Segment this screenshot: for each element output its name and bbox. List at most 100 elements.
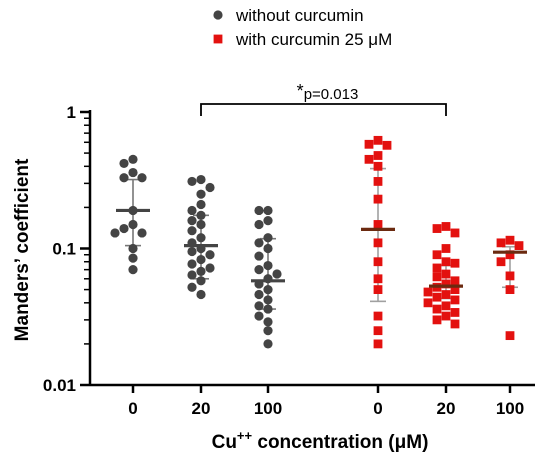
- data-point-circle: [272, 269, 282, 279]
- data-point-circle: [254, 238, 264, 248]
- data-point-circle: [254, 205, 264, 216]
- data-point-circle: [110, 228, 120, 238]
- data-point-circle: [205, 263, 215, 273]
- axes: 1 0.1 0.01 0 20 100 0 20 100: [43, 103, 535, 418]
- data-point-square: [441, 269, 451, 279]
- data-point-circle: [263, 304, 273, 314]
- data-point-square: [373, 151, 383, 160]
- data-point-square: [450, 319, 460, 329]
- data-point-square: [373, 285, 383, 294]
- median-lines: [116, 208, 527, 288]
- data-point-square: [382, 140, 392, 150]
- data-point-square: [373, 311, 383, 321]
- data-point-square: [423, 298, 433, 308]
- data-point-circle: [263, 339, 273, 349]
- data-point-circle: [128, 253, 138, 263]
- data-point-square: [432, 263, 442, 273]
- data-point-square: [505, 331, 515, 341]
- data-point-circle: [187, 282, 197, 292]
- data-point-square: [514, 241, 524, 251]
- data-point-circle: [128, 167, 138, 178]
- data-point-square: [373, 238, 383, 248]
- data-point-circle: [254, 301, 264, 311]
- x-axis-title-main: Cu: [212, 432, 237, 453]
- data-point-circle: [254, 311, 264, 321]
- y-tick-label: 0.01: [43, 376, 76, 395]
- data-point-square: [450, 258, 460, 268]
- data-point-circle: [119, 223, 129, 234]
- x-tick-label: 100: [254, 399, 282, 418]
- data-point-square: [423, 287, 433, 297]
- data-point-square: [505, 235, 515, 245]
- data-point-square: [432, 304, 442, 314]
- data-point-circle: [254, 251, 264, 261]
- y-tick-label: 0.1: [52, 240, 76, 259]
- data-point-circle: [119, 173, 129, 183]
- data-point-circle: [196, 189, 206, 199]
- data-point-circle: [263, 216, 273, 226]
- data-point-square: [441, 311, 451, 321]
- data-point-circle: [187, 176, 197, 187]
- data-point-circle: [263, 243, 273, 254]
- data-point-circle: [196, 199, 206, 210]
- data-point-circle: [187, 246, 197, 257]
- data-point-circle: [196, 276, 206, 286]
- data-point-circle: [254, 219, 264, 230]
- data-point-square: [450, 228, 460, 238]
- data-point-square: [441, 257, 451, 267]
- data-point-circle: [263, 326, 273, 336]
- data-point-circle: [128, 243, 138, 254]
- data-point-square: [496, 238, 506, 248]
- data-point-circle: [205, 182, 215, 193]
- data-point-square: [505, 271, 515, 281]
- data-point-square: [441, 279, 451, 289]
- significance-bracket: [200, 103, 447, 116]
- data-point-square: [373, 135, 383, 145]
- data-point-circle: [263, 260, 273, 271]
- y-tick-label: 1: [67, 103, 76, 122]
- x-tick-label: 0: [373, 399, 382, 418]
- data-point-square: [441, 301, 451, 311]
- x-tick-label: 20: [437, 399, 456, 418]
- legend: without curcumin with curcumin 25 μM: [213, 6, 392, 49]
- data-point-circle: [263, 284, 273, 295]
- data-point-circle: [263, 205, 273, 216]
- data-point-circle: [128, 154, 138, 164]
- data-point-square: [450, 295, 460, 305]
- legend-marker-circle: [213, 10, 223, 20]
- p-value: p=0.013: [304, 86, 359, 103]
- data-point-square: [364, 154, 374, 164]
- data-point-circle: [263, 317, 273, 327]
- data-points: [110, 135, 524, 349]
- x-axis-title-superscript: ++: [237, 428, 253, 443]
- data-point-square: [373, 257, 383, 267]
- data-point-circle: [196, 219, 206, 230]
- data-point-circle: [119, 158, 129, 169]
- data-point-circle: [128, 219, 138, 230]
- data-point-square: [441, 222, 451, 231]
- data-point-circle: [196, 210, 206, 220]
- data-point-circle: [205, 250, 215, 260]
- data-point-square: [496, 257, 506, 267]
- data-point-circle: [196, 254, 206, 265]
- data-point-square: [432, 250, 442, 260]
- data-point-square: [432, 292, 442, 302]
- data-point-square: [373, 339, 383, 349]
- x-tick-label: 100: [496, 399, 524, 418]
- data-point-square: [450, 308, 460, 317]
- data-point-square: [432, 224, 442, 233]
- data-point-circle: [187, 259, 197, 269]
- legend-label: with curcumin 25 μM: [235, 30, 392, 49]
- data-point-circle: [137, 173, 147, 183]
- data-point-circle: [196, 174, 206, 185]
- x-axis-title: Cu++ concentration (μM): [212, 428, 429, 453]
- significance-label: *p=0.013: [297, 81, 359, 103]
- data-point-square: [505, 250, 515, 260]
- significance-star: *: [297, 81, 304, 101]
- data-point-circle: [187, 216, 197, 226]
- data-point-square: [505, 285, 515, 294]
- data-point-circle: [263, 295, 273, 305]
- data-point-square: [364, 139, 374, 149]
- data-point-square: [450, 285, 460, 294]
- legend-label: without curcumin: [235, 6, 364, 25]
